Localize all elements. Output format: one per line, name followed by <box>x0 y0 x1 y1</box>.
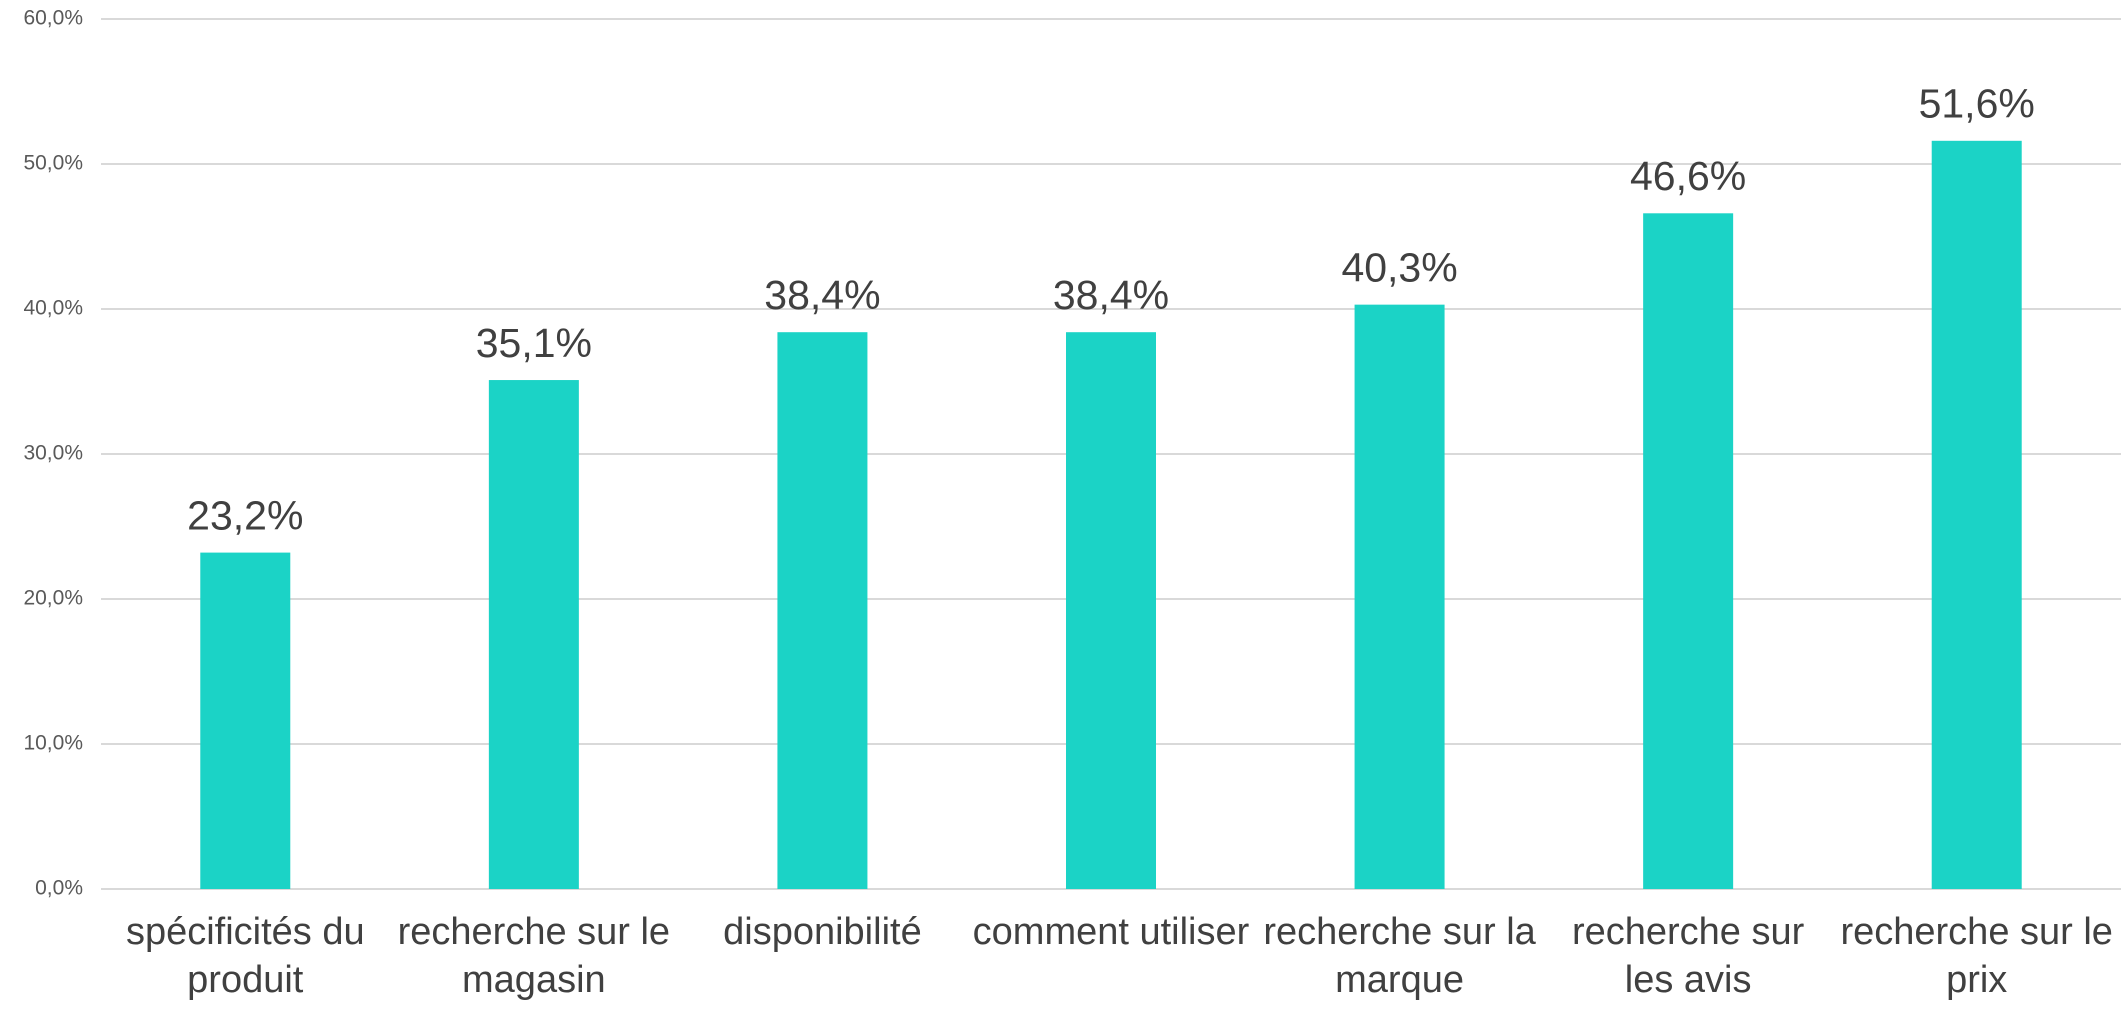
x-tick-label: recherche sur le magasin <box>397 911 671 1001</box>
bar <box>1643 213 1734 890</box>
data-label: 35,1% <box>476 320 592 366</box>
data-label: 38,4% <box>764 272 880 318</box>
x-tick-label: recherche sur le prix <box>1840 911 2113 1001</box>
y-tick-label: 10,0% <box>23 732 83 755</box>
x-tick-label: disponibilité <box>723 911 922 953</box>
y-tick-label: 30,0% <box>23 442 83 465</box>
data-label: 23,2% <box>187 492 303 538</box>
x-tick-label: recherche sur la marque <box>1263 911 1536 1001</box>
y-tick-label: 50,0% <box>23 152 83 175</box>
bar <box>1354 304 1445 889</box>
bar <box>488 380 579 889</box>
x-tick-label: comment utiliser <box>972 911 1250 953</box>
data-label: 51,6% <box>1919 81 2035 127</box>
y-tick-label: 20,0% <box>23 587 83 610</box>
data-label: 40,3% <box>1341 244 1457 290</box>
x-tick-label: recherche sur les avis <box>1571 911 1805 1001</box>
bar <box>200 552 291 889</box>
bar <box>1931 140 2022 890</box>
bar <box>1066 332 1156 889</box>
x-tick-label: spécificités du produit <box>125 911 365 1001</box>
data-label: 38,4% <box>1053 272 1169 318</box>
y-tick-label: 0,0% <box>35 877 83 900</box>
y-tick-label: 60,0% <box>23 7 83 30</box>
data-label: 46,6% <box>1630 153 1746 199</box>
bar <box>777 332 868 889</box>
y-tick-label: 40,0% <box>23 297 83 320</box>
